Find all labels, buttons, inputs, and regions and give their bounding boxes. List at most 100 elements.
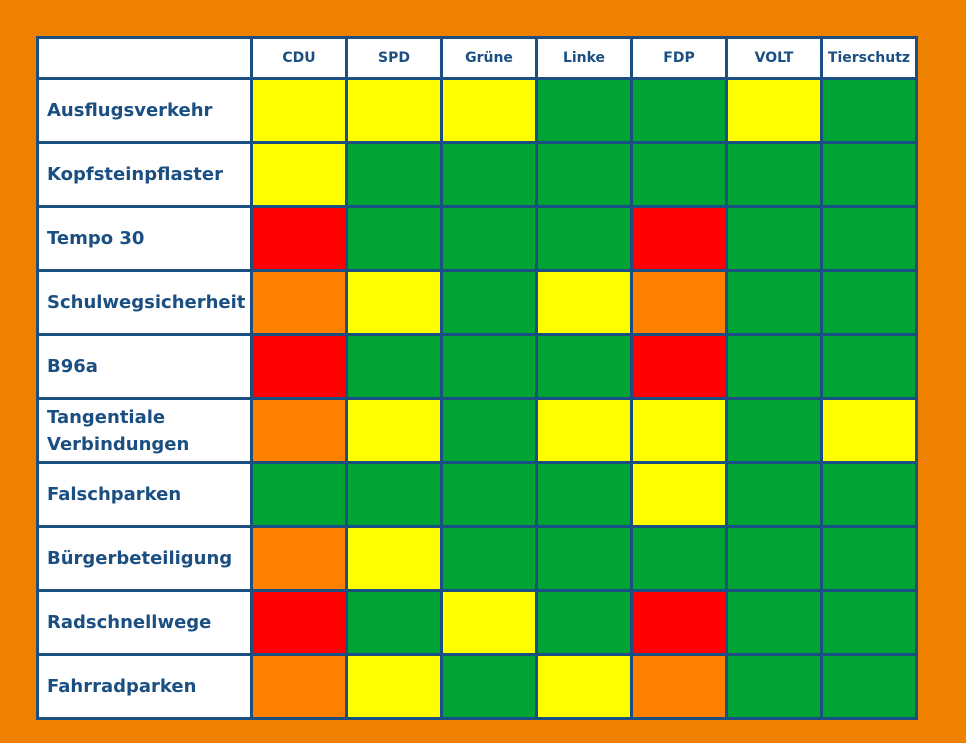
rating-cell-buergerbeteiligung-tierschutz (820, 525, 918, 592)
rating-cell-schulwegsicherheit-tierschutz (820, 269, 918, 336)
rating-cell-kopfsteinpflaster-tierschutz (820, 141, 918, 208)
rating-cell-radschnellwege-cdu (250, 589, 348, 656)
rating-cell-falschparken-volt (725, 461, 823, 528)
rating-cell-radschnellwege-gruene (440, 589, 538, 656)
column-header-tierschutz: Tierschutz (820, 36, 918, 80)
rating-cell-fahrradparken-tierschutz (820, 653, 918, 720)
rating-cell-kopfsteinpflaster-linke (535, 141, 633, 208)
rating-cell-fahrradparken-gruene (440, 653, 538, 720)
table-row: Ausflugsverkehr (36, 77, 918, 144)
table-row: Falschparken (36, 461, 918, 528)
rating-cell-ausflugsverkehr-volt (725, 77, 823, 144)
rating-cell-tangentiale-verbindungen-cdu (250, 397, 348, 464)
column-header-linke: Linke (535, 36, 633, 80)
rating-cell-fahrradparken-volt (725, 653, 823, 720)
column-header-cdu: CDU (250, 36, 348, 80)
rating-cell-tangentiale-verbindungen-linke (535, 397, 633, 464)
rating-cell-b96a-spd (345, 333, 443, 400)
table-row: Schulwegsicherheit (36, 269, 918, 336)
rating-cell-tempo-30-spd (345, 205, 443, 272)
rating-cell-b96a-gruene (440, 333, 538, 400)
rating-cell-tempo-30-fdp (630, 205, 728, 272)
rating-cell-falschparken-spd (345, 461, 443, 528)
rating-cell-buergerbeteiligung-gruene (440, 525, 538, 592)
table-row: Tempo 30 (36, 205, 918, 272)
rating-cell-tangentiale-verbindungen-gruene (440, 397, 538, 464)
row-label-falschparken: Falschparken (36, 461, 253, 528)
row-label-tempo-30: Tempo 30 (36, 205, 253, 272)
row-label-b96a: B96a (36, 333, 253, 400)
rating-cell-falschparken-tierschutz (820, 461, 918, 528)
rating-cell-falschparken-cdu (250, 461, 348, 528)
rating-cell-b96a-cdu (250, 333, 348, 400)
column-header-spd: SPD (345, 36, 443, 80)
rating-cell-kopfsteinpflaster-volt (725, 141, 823, 208)
rating-cell-kopfsteinpflaster-gruene (440, 141, 538, 208)
rating-cell-fahrradparken-fdp (630, 653, 728, 720)
rating-cell-ausflugsverkehr-fdp (630, 77, 728, 144)
column-header-volt: VOLT (725, 36, 823, 80)
table-row: Radschnellwege (36, 589, 918, 656)
row-label-radschnellwege: Radschnellwege (36, 589, 253, 656)
matrix-body: Ausflugsverkehr Kopfsteinpflaster Tempo 30… (36, 77, 918, 720)
rating-cell-b96a-fdp (630, 333, 728, 400)
rating-cell-b96a-tierschutz (820, 333, 918, 400)
rating-cell-schulwegsicherheit-gruene (440, 269, 538, 336)
rating-cell-schulwegsicherheit-fdp (630, 269, 728, 336)
row-label-tangentiale-verbindungen: Tangentiale Verbindungen (36, 397, 253, 464)
column-header-fdp: FDP (630, 36, 728, 80)
rating-cell-falschparken-gruene (440, 461, 538, 528)
rating-cell-tempo-30-volt (725, 205, 823, 272)
row-label-fahrradparken: Fahrradparken (36, 653, 253, 720)
rating-cell-buergerbeteiligung-spd (345, 525, 443, 592)
rating-cell-tangentiale-verbindungen-spd (345, 397, 443, 464)
table-row: B96a (36, 333, 918, 400)
row-label-schulwegsicherheit: Schulwegsicherheit (36, 269, 253, 336)
rating-cell-buergerbeteiligung-fdp (630, 525, 728, 592)
table-row: Fahrradparken (36, 653, 918, 720)
rating-cell-radschnellwege-fdp (630, 589, 728, 656)
rating-cell-fahrradparken-spd (345, 653, 443, 720)
table-row: Kopfsteinpflaster (36, 141, 918, 208)
header-row: CDU SPD Grüne Linke FDP VOLT Tierschutz (36, 36, 918, 80)
rating-cell-b96a-volt (725, 333, 823, 400)
rating-cell-ausflugsverkehr-linke (535, 77, 633, 144)
corner-cell (36, 36, 253, 80)
rating-cell-tempo-30-gruene (440, 205, 538, 272)
rating-cell-tempo-30-cdu (250, 205, 348, 272)
rating-cell-b96a-linke (535, 333, 633, 400)
rating-cell-radschnellwege-spd (345, 589, 443, 656)
rating-cell-schulwegsicherheit-volt (725, 269, 823, 336)
rating-cell-fahrradparken-cdu (250, 653, 348, 720)
rating-cell-tangentiale-verbindungen-volt (725, 397, 823, 464)
rating-cell-falschparken-linke (535, 461, 633, 528)
rating-cell-schulwegsicherheit-linke (535, 269, 633, 336)
row-label-kopfsteinpflaster: Kopfsteinpflaster (36, 141, 253, 208)
table-row: Tangentiale Verbindungen (36, 397, 918, 464)
rating-cell-ausflugsverkehr-cdu (250, 77, 348, 144)
rating-cell-buergerbeteiligung-cdu (250, 525, 348, 592)
rating-cell-kopfsteinpflaster-cdu (250, 141, 348, 208)
rating-cell-ausflugsverkehr-spd (345, 77, 443, 144)
rating-cell-tempo-30-linke (535, 205, 633, 272)
row-label-ausflugsverkehr: Ausflugsverkehr (36, 77, 253, 144)
party-position-matrix: CDU SPD Grüne Linke FDP VOLT Tierschutz Ausflu… (36, 36, 918, 720)
rating-cell-tangentiale-verbindungen-tierschutz (820, 397, 918, 464)
rating-cell-buergerbeteiligung-linke (535, 525, 633, 592)
rating-cell-ausflugsverkehr-tierschutz (820, 77, 918, 144)
table-row: Bürgerbeteiligung (36, 525, 918, 592)
row-label-buergerbeteiligung: Bürgerbeteiligung (36, 525, 253, 592)
rating-cell-radschnellwege-volt (725, 589, 823, 656)
rating-cell-kopfsteinpflaster-fdp (630, 141, 728, 208)
rating-cell-kopfsteinpflaster-spd (345, 141, 443, 208)
rating-cell-ausflugsverkehr-gruene (440, 77, 538, 144)
rating-cell-radschnellwege-linke (535, 589, 633, 656)
rating-cell-schulwegsicherheit-cdu (250, 269, 348, 336)
rating-cell-tempo-30-tierschutz (820, 205, 918, 272)
rating-cell-buergerbeteiligung-volt (725, 525, 823, 592)
rating-cell-tangentiale-verbindungen-fdp (630, 397, 728, 464)
column-header-gruene: Grüne (440, 36, 538, 80)
rating-cell-fahrradparken-linke (535, 653, 633, 720)
rating-cell-falschparken-fdp (630, 461, 728, 528)
rating-cell-radschnellwege-tierschutz (820, 589, 918, 656)
